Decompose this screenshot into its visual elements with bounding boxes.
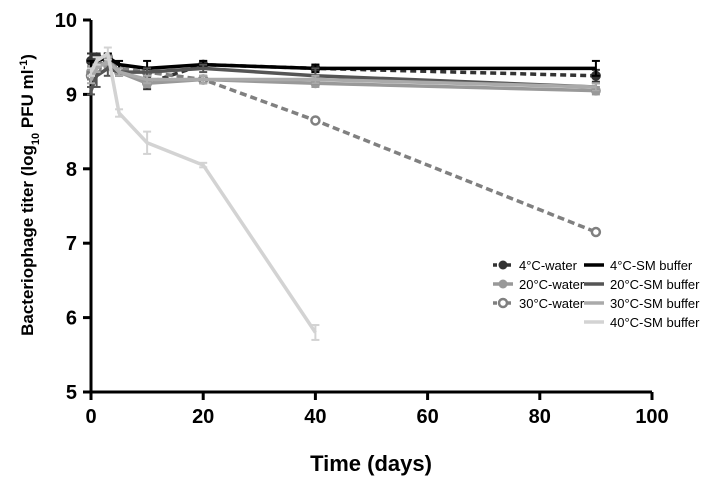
x-tick-label: 20 xyxy=(192,406,214,428)
y-tick-label: 6 xyxy=(66,308,77,330)
data-point xyxy=(590,226,602,238)
series-line xyxy=(89,51,317,334)
series-line xyxy=(89,59,596,89)
series-layer xyxy=(85,46,602,341)
y-tick-label: 8 xyxy=(66,159,77,181)
legend-label: 20°C-SM buffer xyxy=(610,277,700,292)
legend-label: 20°C-water xyxy=(519,277,585,292)
x-tick-label: 100 xyxy=(635,406,668,428)
y-axis-title-main: Bacteriophage titer (log xyxy=(18,145,37,336)
y-axis-title: Bacteriophage titer (log10 PFU ml-1) xyxy=(18,54,42,336)
legend-label: 40°C-SM buffer xyxy=(610,315,700,330)
y-axis-title-close: ) xyxy=(18,54,37,60)
legend-marker xyxy=(498,279,508,289)
y-tick-label: 5 xyxy=(66,382,77,404)
legend-item-5: 30°C-SM buffer xyxy=(584,296,700,311)
y-axis-title-sup: -1 xyxy=(18,60,30,70)
legend-item-4: 20°C-SM buffer xyxy=(584,277,700,292)
x-axis-title: Time (days) xyxy=(310,451,432,476)
series-6 xyxy=(87,46,320,341)
legend-item-6: 40°C-SM buffer xyxy=(584,315,700,330)
legend: 4°C-water 20°C-water 30°C-water 4°C-SM buff… xyxy=(493,258,700,330)
legend-marker xyxy=(497,297,509,309)
legend-marker xyxy=(498,260,508,270)
y-axis-title-unit: PFU ml xyxy=(18,70,37,133)
legend-label: 4°C-SM buffer xyxy=(610,258,693,273)
series-line xyxy=(89,66,596,92)
data-point xyxy=(310,115,321,126)
y-tick-label: 10 xyxy=(55,10,77,32)
legend-label: 30°C-water xyxy=(519,296,585,311)
legend-item-3: 4°C-SM buffer xyxy=(584,258,693,273)
series-line xyxy=(90,55,596,71)
x-tick-label: 40 xyxy=(304,406,326,428)
legend-item-0: 4°C-water xyxy=(493,258,578,273)
legend-label: 4°C-water xyxy=(519,258,578,273)
y-tick-label: 9 xyxy=(66,84,77,106)
y-tick-label: 7 xyxy=(66,233,77,255)
legend-label: 30°C-SM buffer xyxy=(610,296,700,311)
legend-item-1: 20°C-water xyxy=(493,277,585,292)
legend-item-2: 30°C-water xyxy=(493,296,585,311)
x-tick-label: 80 xyxy=(529,406,551,428)
y-axis-title-sub: 10 xyxy=(30,133,42,145)
x-tick-label: 0 xyxy=(85,406,96,428)
x-tick-label: 60 xyxy=(416,406,438,428)
